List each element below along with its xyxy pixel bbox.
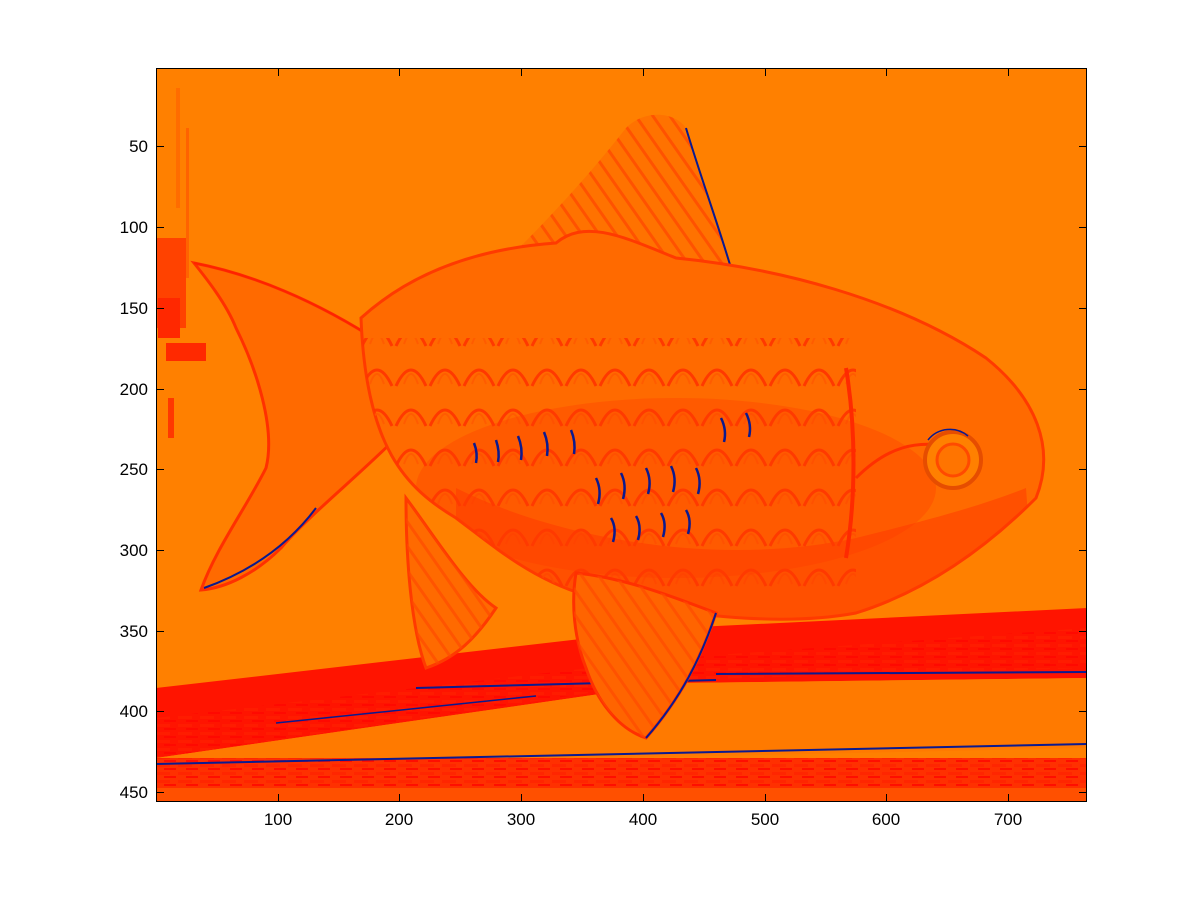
x-tick-label: 500 bbox=[750, 810, 780, 829]
y-tick-label: 200 bbox=[119, 380, 148, 399]
left-edge-speckle bbox=[156, 88, 206, 438]
x-tick-label: 200 bbox=[384, 810, 414, 829]
y-tick-label: 100 bbox=[119, 218, 148, 237]
x-tick-label: 100 bbox=[263, 810, 293, 829]
y-tick-label: 350 bbox=[119, 622, 148, 641]
y-tick-label: 400 bbox=[119, 702, 148, 721]
y-tick-label: 150 bbox=[119, 299, 148, 318]
scale-shadow-marks bbox=[472, 412, 752, 543]
eye bbox=[923, 428, 983, 490]
y-tick-label: 250 bbox=[119, 460, 148, 479]
goldfish-image bbox=[156, 68, 1087, 802]
anal-fin bbox=[572, 571, 718, 740]
pelvic-fin bbox=[404, 493, 499, 670]
x-tick-label: 400 bbox=[628, 810, 658, 829]
x-tick-label: 700 bbox=[993, 810, 1023, 829]
x-tick-label: 600 bbox=[871, 810, 901, 829]
y-tick-label: 50 bbox=[129, 137, 148, 156]
image-axes bbox=[156, 68, 1087, 802]
floor-bands bbox=[156, 608, 1087, 802]
x-tick-label: 300 bbox=[506, 810, 536, 829]
y-tick-label: 450 bbox=[119, 783, 148, 802]
y-tick-label: 300 bbox=[119, 541, 148, 560]
